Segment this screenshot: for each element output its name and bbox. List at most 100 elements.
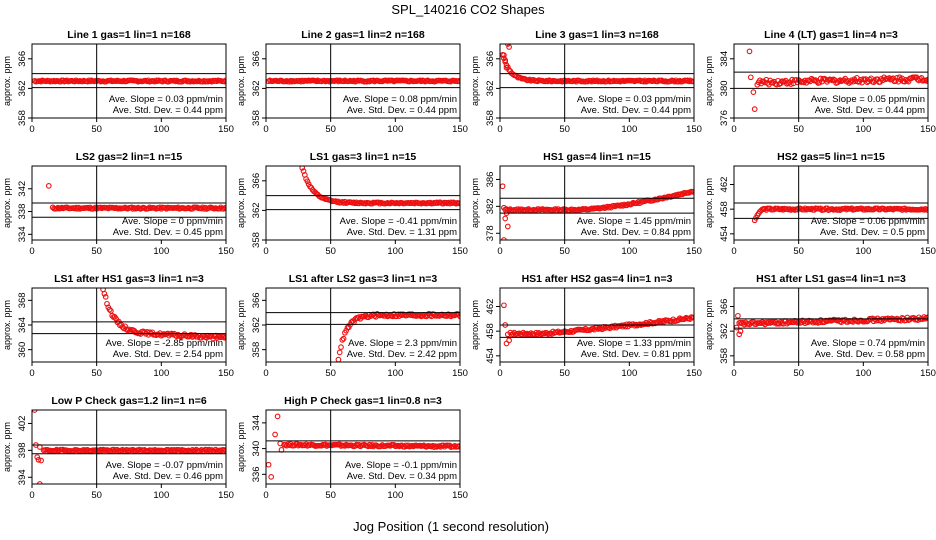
y-tick-label: 366 [17, 51, 28, 67]
figure-title: SPL_140216 CO2 Shapes [391, 2, 545, 17]
data-point [145, 77, 152, 84]
data-point [274, 413, 281, 420]
x-tick-label: 0 [29, 490, 34, 501]
panel-12: HS1 after LS1 gas=4 lin=1 n=3 0 50 100 150 35… [704, 273, 936, 379]
data-point [746, 48, 753, 55]
ave-slope-annotation: Ave. Slope = -2.85 ppm/min [106, 338, 223, 349]
data-point [419, 313, 426, 319]
data-point [370, 77, 377, 84]
data-point [353, 199, 360, 206]
data-point [198, 447, 205, 453]
data-point [457, 313, 460, 320]
data-point [543, 330, 550, 336]
data-point [640, 78, 647, 85]
data-point [623, 202, 630, 209]
panel-title: Line 4 (LT) gas=1 lin=4 n=3 [764, 29, 898, 41]
data-point [810, 319, 816, 326]
plot-frame [265, 409, 461, 485]
ave-slope-annotation: Ave. Slope = 0.03 ppm/min [577, 94, 691, 105]
ave-std-dev-annotation: Ave. Std. Dev. = 0.44 ppm [815, 105, 925, 116]
data-point [119, 324, 126, 330]
data-point [451, 443, 458, 449]
y-tick-label: 364 [17, 317, 28, 333]
x-tick-label: 100 [621, 246, 637, 257]
x-tick-label: 100 [855, 246, 871, 257]
plot-frame [265, 43, 461, 119]
ave-std-dev-annotation: Ave. Std. Dev. = 1.31 ppm [347, 227, 457, 238]
x-axis-label: Jog Position (1 second resolution) [353, 519, 549, 534]
panel-1: Line 1 gas=1 lin=1 n=168 0 50 100 150 358 362 3… [2, 29, 234, 135]
x-tick-label: 150 [452, 368, 468, 379]
y-tick-label: 368 [17, 292, 28, 308]
data-point [217, 334, 224, 341]
data-point [334, 77, 340, 84]
x-tick-label: 0 [263, 368, 268, 379]
ave-slope-annotation: Ave. Slope = 2.3 ppm/min [348, 338, 457, 349]
data-point [375, 199, 382, 206]
data-point [925, 207, 928, 213]
ave-slope-annotation: Ave. Slope = 0.74 ppm/min [811, 338, 925, 349]
y-axis-label: approx. ppm [704, 178, 714, 228]
data-point [86, 77, 92, 84]
y-tick-label: 462 [485, 299, 496, 315]
ave-slope-annotation: Ave. Slope = 0 ppm/min [122, 216, 223, 227]
plot-frame [31, 165, 227, 241]
data-point [376, 200, 383, 207]
data-point [340, 335, 347, 342]
y-tick-label: 398 [17, 442, 28, 458]
y-tick-label: 362 [251, 202, 262, 218]
x-tick-label: 0 [497, 124, 502, 135]
data-point [780, 206, 786, 213]
plot-frame [265, 165, 461, 241]
data-point [335, 198, 342, 205]
data-point [837, 77, 843, 83]
data-point [629, 201, 635, 207]
x-tick-label: 0 [497, 246, 502, 257]
data-point [272, 431, 278, 438]
data-point [296, 149, 301, 154]
y-tick-label: 394 [17, 469, 28, 485]
data-point [80, 446, 87, 453]
panel-2: Line 2 gas=1 lin=2 n=168 0 50 100 150 358 362 3… [236, 29, 468, 135]
data-point [877, 316, 883, 323]
x-tick-label: 0 [263, 124, 268, 135]
x-tick-label: 150 [686, 368, 702, 379]
x-tick-label: 50 [91, 368, 102, 379]
data-point [682, 315, 688, 322]
panel-title: HS2 gas=5 lin=1 n=15 [777, 151, 885, 163]
x-tick-label: 0 [263, 490, 268, 501]
y-tick-label: 454 [719, 226, 730, 242]
data-point [351, 77, 357, 84]
data-point [843, 206, 850, 213]
panel-3: Line 3 gas=1 lin=3 n=168 0 50 100 150 358 362 3… [470, 29, 702, 135]
data-point [735, 312, 741, 319]
plot-frame [733, 43, 929, 119]
y-tick-label: 340 [251, 441, 262, 457]
data-series [32, 410, 226, 484]
data-point [691, 78, 694, 85]
y-tick-label: 362 [719, 323, 730, 339]
panel-title: HS1 after HS2 gas=4 lin=1 n=3 [522, 273, 673, 285]
data-point [897, 206, 904, 212]
data-point [163, 205, 170, 212]
data-point [286, 442, 293, 448]
data-point [52, 447, 59, 454]
panel-title: LS1 gas=3 lin=1 n=15 [310, 151, 417, 163]
data-point [431, 444, 437, 450]
data-point [457, 442, 460, 449]
data-point [340, 200, 347, 206]
data-point [336, 349, 343, 356]
data-point [34, 454, 41, 460]
data-point [852, 78, 859, 84]
panel-4: Line 4 (LT) gas=1 lin=4 n=3 0 50 100 150 376 3… [704, 29, 936, 135]
data-series [100, 288, 226, 342]
data-point [757, 208, 763, 215]
data-point [201, 447, 207, 454]
data-point [36, 481, 43, 484]
panel-13: Low P Check gas=1.2 lin=1 n=6 0 50 100 150 39… [2, 395, 234, 501]
y-tick-label: 358 [251, 110, 262, 126]
ave-std-dev-annotation: Ave. Std. Dev. = 2.42 ppm [347, 349, 457, 360]
data-point [335, 356, 342, 362]
data-point [455, 443, 460, 450]
plot-frame [499, 287, 695, 363]
